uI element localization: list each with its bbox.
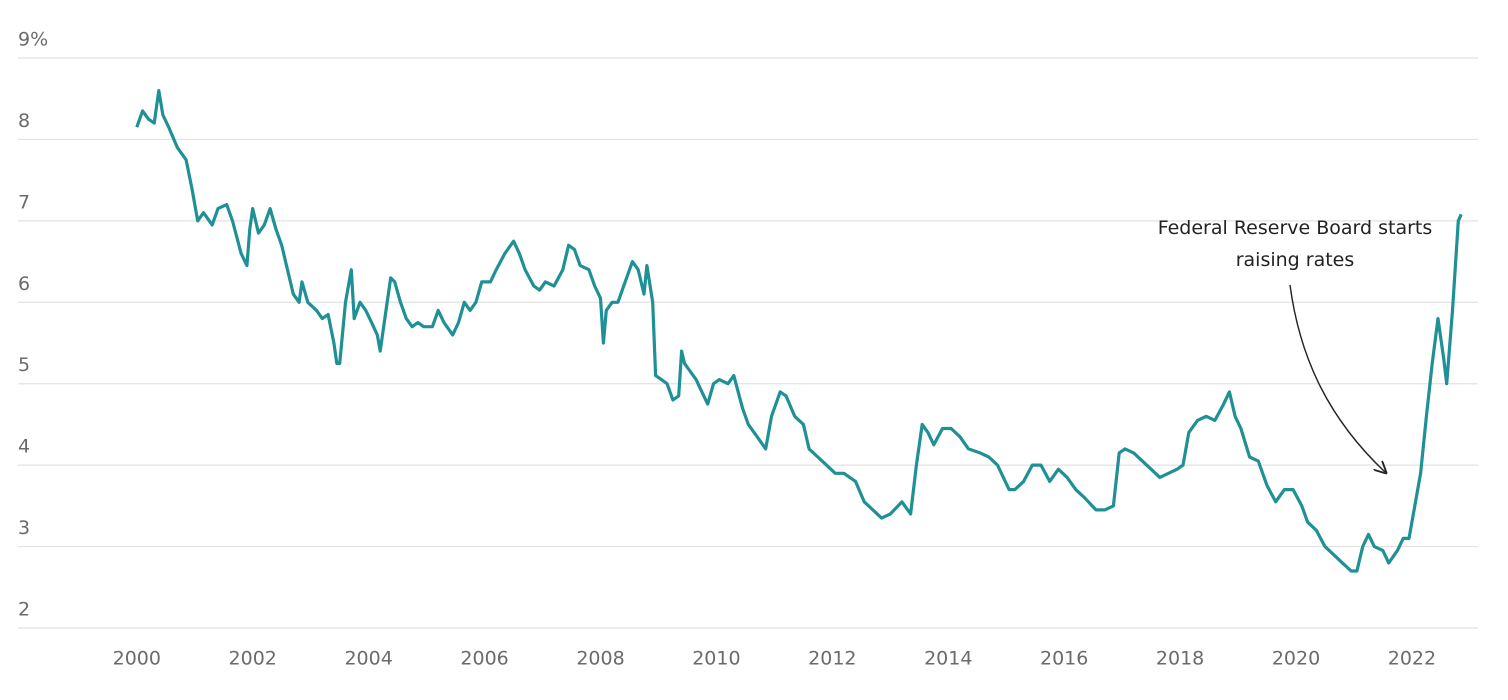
x-tick-label: 2020 <box>1272 648 1320 670</box>
annotation-line: Federal Reserve Board starts <box>1158 217 1433 239</box>
y-tick-label: 9% <box>18 29 48 51</box>
annotation-line: raising rates <box>1236 249 1355 271</box>
x-tick-label: 2000 <box>113 648 161 670</box>
annotation-arrow <box>1289 284 1385 472</box>
x-tick-label: 2016 <box>1040 648 1088 670</box>
y-tick-label: 2 <box>18 599 30 621</box>
grid <box>18 57 1478 629</box>
y-tick-label: 4 <box>18 436 30 458</box>
x-tick-label: 2006 <box>460 648 508 670</box>
y-tick-label: 5 <box>18 354 30 376</box>
y-tick-label: 3 <box>18 517 30 539</box>
x-tick-label: 2012 <box>808 648 856 670</box>
x-tick-label: 2008 <box>576 648 624 670</box>
x-tick-label: 2002 <box>229 648 277 670</box>
x-tick-label: 2010 <box>692 648 740 670</box>
y-tick-label: 6 <box>18 273 30 295</box>
x-tick-label: 2018 <box>1156 648 1204 670</box>
x-tick-label: 2014 <box>924 648 972 670</box>
data-line <box>135 89 1463 573</box>
tick-labels: 2 3 4 5 6 7 8 9% 2000 2002 2004 2006 2008 2010 2012 201… <box>18 29 1436 670</box>
x-tick-label: 2022 <box>1388 648 1436 670</box>
y-tick-label: 8 <box>18 110 30 132</box>
x-tick-label: 2004 <box>344 648 392 670</box>
y-tick-label: 7 <box>18 191 30 213</box>
